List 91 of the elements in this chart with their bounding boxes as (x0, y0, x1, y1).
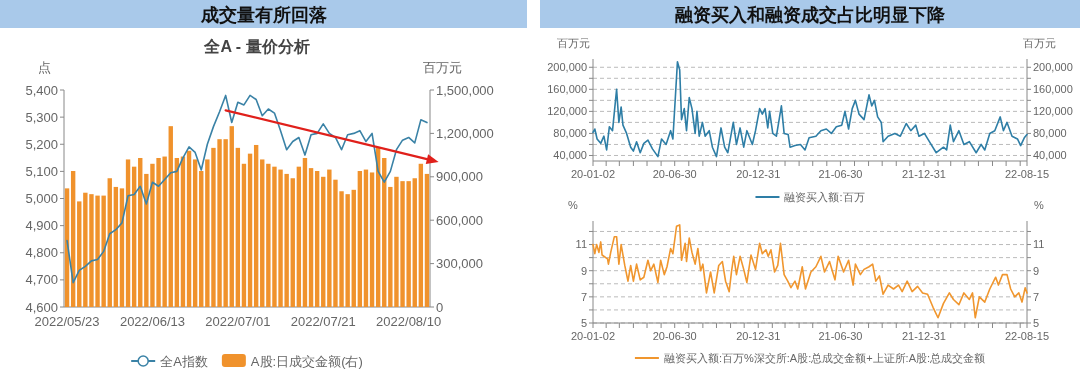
x-tick-label: 20-01-02 (570, 330, 616, 342)
y2-tick-label: 900,000 (436, 169, 483, 185)
x-tick-label: 21-12-31 (901, 330, 946, 342)
bar (113, 186, 119, 307)
y2-tick-label: 11 (1033, 238, 1045, 251)
y-tick-label: 5,200 (25, 136, 58, 152)
y-axis-title: 百万元 (556, 37, 590, 49)
y-axis-title: 点 (37, 60, 51, 75)
x-tick-label: 22-08-15 (1004, 330, 1050, 342)
bar (290, 178, 295, 307)
bar (424, 173, 430, 307)
y2-tick-label: 200,000 (1033, 61, 1073, 74)
y-tick-label: 4,800 (25, 245, 58, 261)
chart-title: 成交量有所回落 (199, 5, 327, 25)
x-tick-label: 2022/05/23 (34, 314, 100, 329)
y-tick-label: 5,100 (25, 163, 58, 179)
y2-tick-label: 9 (1033, 264, 1040, 277)
y-tick-label: 11 (575, 238, 587, 251)
bar (321, 176, 326, 307)
y-tick-label: 5,300 (25, 109, 58, 125)
x-tick-label: 21-12-31 (901, 168, 946, 180)
line-series (592, 224, 1028, 319)
bar (186, 150, 192, 307)
bar (308, 168, 314, 307)
bar (131, 166, 137, 307)
y-tick-label: 4,700 (25, 272, 58, 288)
x-tick-label: 20-06-30 (652, 168, 697, 180)
y2-tick-label: 120,000 (1033, 105, 1073, 118)
legend-label: A股:日成交金额(右) (250, 353, 363, 369)
x-tick-label: 20-12-31 (736, 168, 781, 180)
x-tick-label: 2022/06/13 (119, 314, 185, 329)
y2-tick-label: 80,000 (1033, 127, 1067, 140)
line-series (592, 60, 1028, 158)
x-tick-label: 21-06-30 (818, 330, 863, 342)
y2-tick-label: 5 (1033, 316, 1040, 329)
x-tick-label: 22-08-15 (1004, 168, 1050, 180)
y-axis-title: % (568, 199, 579, 211)
bar (351, 189, 356, 307)
y2-tick-label: 1,500,000 (436, 82, 494, 98)
bar (296, 166, 302, 307)
y2-tick-label: 160,000 (1033, 83, 1073, 96)
y-tick-label: 9 (580, 264, 587, 277)
bar (260, 159, 265, 307)
y-tick-label: 4,600 (25, 299, 58, 315)
y-tick-label: 80,000 (553, 127, 587, 140)
x-tick-label: 20-06-30 (652, 330, 697, 342)
legend-label: 全A指数 (160, 353, 208, 369)
x-tick-label: 2022/07/21 (290, 314, 356, 329)
bar (253, 144, 259, 307)
x-tick-label: 20-12-31 (736, 330, 781, 342)
x-tick-label: 20-01-02 (570, 168, 616, 180)
bar (357, 171, 363, 307)
bar (363, 169, 369, 307)
chart-title: 融资买入和融资成交占比明显下降 (675, 5, 946, 25)
bar (168, 126, 173, 307)
y-tick-label: 200,000 (547, 61, 587, 74)
y2-tick-label: 7 (1033, 290, 1040, 303)
y-tick-label: 4,900 (25, 218, 58, 234)
x-tick-label: 21-06-30 (818, 168, 863, 180)
bar (241, 163, 247, 307)
y2-tick-label: 40,000 (1033, 149, 1067, 162)
y-tick-label: 5,400 (25, 82, 58, 98)
x-tick-label: 2022/07/01 (205, 314, 271, 329)
line-series (66, 94, 428, 284)
bar (302, 157, 308, 307)
y-tick-label: 5,000 (25, 191, 58, 207)
x-tick-label: 2022/08/10 (376, 314, 442, 329)
bar (247, 153, 253, 307)
y-tick-label: 120,000 (547, 105, 587, 118)
bar (229, 126, 234, 307)
y-tick-label: 7 (580, 290, 587, 303)
y-tick-label: 40,000 (553, 149, 587, 162)
bar (412, 178, 417, 307)
bar (199, 171, 204, 307)
legend-label: 融资买入额:百万 (784, 190, 865, 203)
y2-axis-title: % (1034, 199, 1045, 211)
y2-tick-label: 0 (436, 299, 444, 315)
y2-axis-title: 百万元 (1022, 37, 1056, 49)
y2-tick-label: 1,200,000 (436, 125, 494, 141)
bar (235, 147, 241, 307)
legend-label: 融资买入额:百万%深交所:A股:总成交金额+上证所:A股:总成交金额 (663, 351, 986, 364)
y2-tick-label: 300,000 (436, 256, 483, 272)
bar (418, 163, 424, 307)
y2-axis-title: 百万元 (422, 60, 462, 75)
y-tick-label: 5 (580, 316, 587, 329)
bar (369, 172, 375, 307)
y-tick-label: 160,000 (547, 83, 587, 96)
chart-subtitle: 全A - 量价分析 (203, 38, 310, 55)
bar (314, 171, 320, 307)
bar (192, 159, 198, 307)
y2-tick-label: 600,000 (436, 212, 483, 228)
